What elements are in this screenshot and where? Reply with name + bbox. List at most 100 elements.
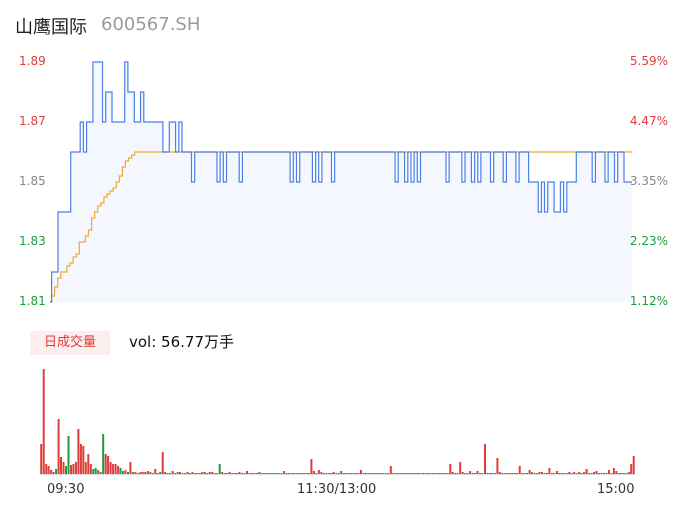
volume-bar — [347, 473, 350, 474]
volume-bar — [585, 469, 588, 474]
volume-bar — [595, 471, 598, 474]
volume-bar — [384, 473, 387, 474]
volume-bar — [117, 466, 120, 474]
volume-bar — [139, 472, 142, 474]
volume-bar — [481, 473, 484, 474]
volume-bar — [563, 473, 566, 474]
volume-bar — [607, 470, 610, 474]
volume-bar — [449, 464, 452, 474]
volume-bar — [169, 473, 172, 474]
volume-bar — [550, 473, 553, 474]
volume-bar — [156, 473, 159, 474]
volume-bar — [424, 473, 427, 474]
volume-bar — [516, 473, 519, 474]
y-tick-left: 1.83 — [19, 234, 46, 248]
volume-bar — [340, 471, 343, 474]
volume-bar — [466, 473, 469, 474]
volume-bar — [600, 473, 603, 474]
volume-bar — [459, 462, 462, 474]
volume-bar — [511, 473, 514, 474]
volume-bar — [45, 464, 48, 474]
volume-bar — [102, 434, 105, 474]
volume-bar — [372, 473, 375, 474]
volume-bar — [439, 473, 442, 474]
volume-bar — [379, 473, 382, 474]
volume-bar — [493, 473, 496, 474]
volume-bar — [446, 473, 449, 474]
volume-bar — [414, 473, 417, 474]
volume-bar — [337, 473, 340, 474]
volume-bar — [55, 469, 58, 474]
volume-bar — [533, 473, 536, 474]
volume-bar — [429, 473, 432, 474]
volume-bar — [622, 473, 625, 474]
volume-bar — [605, 473, 608, 474]
volume-bar — [223, 473, 226, 474]
volume-bar — [630, 464, 633, 474]
stock-name: 山鹰国际 — [15, 17, 87, 38]
volume-bar — [322, 473, 325, 474]
volume-bar — [161, 452, 164, 474]
volume-bar — [315, 473, 318, 474]
y-tick-right: 3.35% — [629, 174, 668, 188]
volume-bar — [149, 472, 152, 474]
volume-bar — [72, 464, 75, 474]
volume-bar — [50, 470, 53, 474]
volume-bar — [531, 472, 534, 474]
volume-bar — [241, 473, 243, 474]
x-tick: 09:30 — [47, 482, 85, 497]
volume-bar — [216, 473, 219, 474]
volume-bar — [275, 473, 278, 474]
volume-bar — [350, 473, 353, 474]
volume-bar — [243, 473, 246, 474]
volume-bar — [412, 473, 415, 474]
volume-bar — [94, 468, 97, 474]
volume-bar — [270, 473, 273, 474]
volume-bar — [570, 473, 573, 474]
volume-bar — [42, 369, 45, 474]
volume-bar — [431, 473, 434, 474]
volume-bar — [305, 473, 308, 474]
volume-bar — [590, 473, 593, 474]
volume-bar — [186, 472, 189, 474]
volume-value: vol: 56.77万手 — [129, 333, 234, 351]
volume-bar — [67, 436, 70, 474]
volume-bar — [501, 473, 504, 474]
volume-bar — [109, 462, 112, 474]
volume-bar — [146, 471, 149, 474]
volume-bar — [74, 462, 77, 474]
y-tick-left: 1.81 — [19, 294, 46, 308]
volume-bar — [171, 471, 174, 474]
volume-bar — [176, 472, 179, 474]
volume-bar — [87, 454, 90, 474]
volume-bar — [488, 473, 491, 474]
volume-bar — [374, 473, 377, 474]
volume-bar — [422, 473, 424, 474]
volume-bar — [238, 472, 241, 474]
volume-bar — [325, 473, 328, 474]
volume-bar — [498, 472, 501, 474]
volume-bar — [580, 473, 583, 474]
volume-bar — [166, 473, 169, 474]
volume-bar — [295, 473, 298, 474]
volume-bar — [518, 466, 521, 474]
volume-bar — [303, 473, 305, 474]
volume-bar — [246, 471, 248, 474]
volume-bar — [144, 472, 147, 474]
volume-bar — [397, 473, 400, 474]
volume-bar — [612, 468, 615, 474]
volume-bar — [255, 473, 258, 474]
volume-bar — [112, 464, 115, 474]
volume-bar — [79, 444, 82, 474]
volume-bar — [203, 472, 206, 474]
volume-bar — [620, 473, 623, 474]
volume-bar — [320, 472, 323, 474]
volume-bar — [417, 473, 419, 474]
volume-bar — [92, 469, 95, 474]
volume-bar — [436, 473, 439, 474]
volume-bar — [191, 472, 194, 474]
volume-bar — [476, 471, 479, 474]
volume-bar — [513, 473, 516, 474]
volume-bar — [598, 473, 600, 474]
